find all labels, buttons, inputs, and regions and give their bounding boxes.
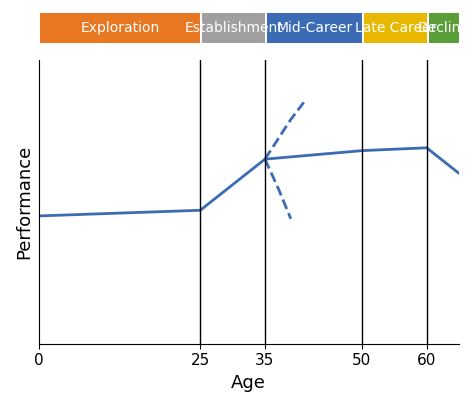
Y-axis label: Performance: Performance	[15, 144, 33, 259]
Text: Establishment: Establishment	[184, 21, 283, 35]
X-axis label: Age: Age	[231, 374, 266, 392]
Text: Mid-Career: Mid-Career	[276, 21, 353, 35]
Text: Exploration: Exploration	[81, 21, 160, 35]
Text: Late Career: Late Career	[355, 21, 436, 35]
Text: Decline: Decline	[418, 21, 470, 35]
